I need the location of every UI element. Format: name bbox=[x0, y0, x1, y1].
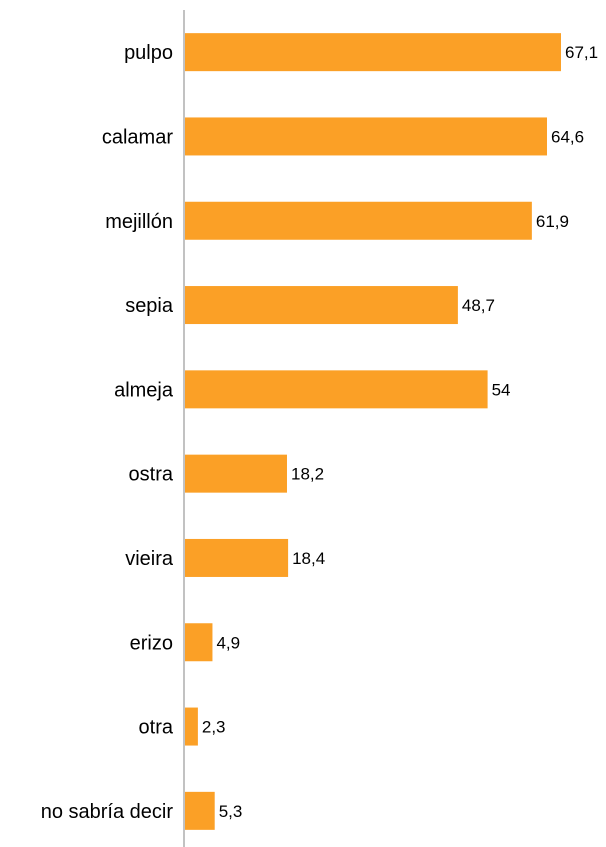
bar-8 bbox=[185, 707, 198, 746]
value-label: 2,3 bbox=[202, 718, 226, 737]
bar-group bbox=[185, 33, 561, 830]
category-label: erizo bbox=[130, 632, 173, 654]
category-label: otra bbox=[139, 717, 174, 739]
category-labels: pulpo calamar mejillón sepia almeja ostra viei… bbox=[41, 42, 174, 823]
value-label: 64,6 bbox=[551, 127, 584, 146]
bar-3 bbox=[185, 286, 458, 325]
bar-2 bbox=[185, 201, 532, 240]
bar-6 bbox=[185, 538, 289, 577]
category-label: vieira bbox=[125, 548, 174, 570]
category-label: almeja bbox=[114, 379, 174, 401]
bar-4 bbox=[185, 370, 488, 409]
value-label: 67,1 bbox=[565, 43, 598, 62]
bar-0 bbox=[185, 33, 561, 72]
category-label: ostra bbox=[129, 464, 174, 486]
value-label: 61,9 bbox=[536, 212, 569, 231]
category-label: no sabría decir bbox=[41, 801, 174, 823]
value-label: 5,3 bbox=[219, 802, 243, 821]
value-label: 18,2 bbox=[291, 465, 324, 484]
category-label: mejillón bbox=[105, 211, 173, 233]
category-label: pulpo bbox=[124, 42, 173, 64]
value-label: 4,9 bbox=[216, 633, 240, 652]
value-label: 54 bbox=[492, 380, 511, 399]
category-label: calamar bbox=[102, 126, 173, 148]
category-label: sepia bbox=[125, 295, 174, 317]
bar-1 bbox=[185, 117, 547, 156]
bar-5 bbox=[185, 454, 287, 493]
value-label: 48,7 bbox=[462, 296, 495, 315]
bar-9 bbox=[185, 791, 215, 830]
value-labels: 67,1 64,6 61,9 48,7 54 18,2 18,4 4,9 2,3 5,3 bbox=[202, 43, 598, 821]
bar-7 bbox=[185, 623, 213, 662]
value-label: 18,4 bbox=[292, 549, 325, 568]
